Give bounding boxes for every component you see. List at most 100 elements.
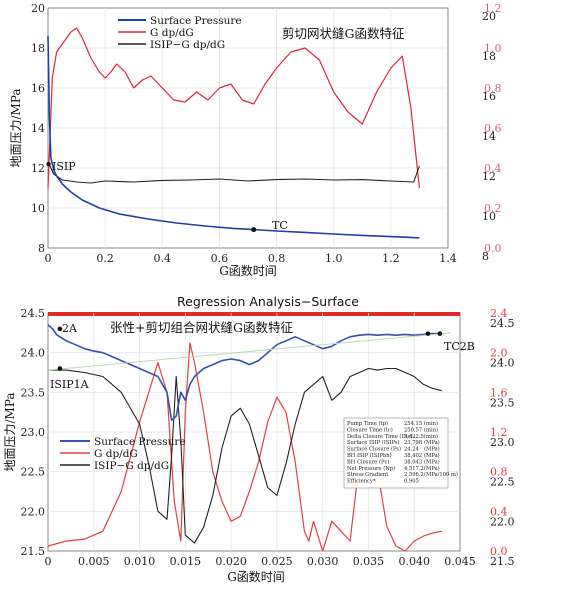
top-x-tick-labels: 0 0.2 0.4 0.6 0.8 1.0 1.2 1.4 (45, 252, 457, 265)
y-tick-label: 23.5 (21, 386, 46, 399)
bottom-legend-gdpdg: G dp/dG (94, 448, 138, 460)
bottom-chart: Regression Analysis−Surface 0 0.005 0.010 0… (3, 294, 515, 584)
stats-unit: (MPa) (424, 465, 440, 472)
y3-tick-label: 14 (482, 130, 496, 143)
bottom-isip1a-annotation: ISIP1A (50, 378, 90, 391)
stats-value: 4,517.2 (404, 466, 424, 472)
y3-tick-label: 16 (482, 90, 496, 103)
y-tick-label: 22.0 (21, 505, 46, 518)
x-tick-label: 0.020 (215, 555, 247, 568)
series-line-g-dp-dg (47, 27, 420, 189)
x-tick-label: 0.8 (268, 252, 286, 265)
bottom-legend: Surface Pressure G dp/dG ISIP−G dp/dG (60, 436, 186, 472)
y3-tick-label: 23.0 (490, 436, 515, 449)
y-tick-label: 21.5 (21, 545, 46, 558)
stats-value: 254.15 (404, 421, 422, 427)
y2-tick-label: 1.2 (490, 426, 508, 439)
series-line-g-dp-dg (47, 342, 442, 552)
bottom-y3-tick-labels: 21.5 22.0 22.5 23.0 23.5 24.0 24.5 (490, 317, 515, 568)
bottom-fit-line (47, 332, 451, 371)
stats-value: 2,596.2 (404, 472, 424, 478)
stats-value: 38,402 (404, 453, 422, 459)
bottom-y2-tick-labels: 0.0 0.4 0.8 1.2 1.6 2.0 2.4 (490, 307, 508, 558)
x-tick-label: 1.2 (382, 252, 400, 265)
stats-value: 3,422.5 (404, 434, 424, 440)
stats-label: BH Closure (Pc) (347, 458, 389, 465)
y-tick-label: 24.0 (21, 347, 46, 360)
stats-unit: (MPa) (424, 439, 440, 446)
x-tick-label: 0.035 (353, 555, 385, 568)
top-y3-tick-labels: 8 10 12 14 16 18 20 (482, 10, 496, 263)
top-isip-marker (46, 161, 51, 167)
bottom-tc2b-marker (437, 331, 443, 336)
y2-tick-label: 0.8 (484, 82, 502, 95)
x-tick-label: 0.005 (78, 555, 110, 568)
y3-tick-label: 8 (482, 250, 489, 263)
y3-tick-label: 12 (482, 170, 496, 183)
y3-tick-label: 10 (482, 210, 496, 223)
x-tick-label: 0.030 (307, 555, 339, 568)
y-tick-label: 22.5 (21, 466, 46, 479)
y2-tick-label: 0.4 (490, 505, 508, 518)
stats-label: Closure Time (tc) (347, 426, 393, 433)
stats-label: Surface Closure (Ps) (347, 446, 401, 453)
y3-tick-label: 22.5 (490, 476, 515, 489)
stats-value: 250.57 (404, 427, 422, 433)
bottom-chart-subtitle: 张性+剪切组合网状缝G函数特征 (110, 320, 293, 335)
y-tick-label: 10 (31, 202, 45, 215)
bottom-2a-annotation: 2A (62, 322, 78, 335)
stats-label: Delta Closure Time (Dtc) (347, 433, 413, 440)
bottom-tc2b-marker (425, 331, 431, 336)
stats-value: 0,905 (404, 479, 419, 485)
stats-value: 24.24 (404, 447, 420, 453)
series-line-isip-g-dp-dg (48, 367, 442, 544)
y2-tick-label: 0.2 (484, 202, 502, 215)
top-legend-pressure: Surface Pressure (150, 15, 242, 27)
x-tick-label: 0.040 (398, 555, 430, 568)
y2-tick-label: 1.0 (484, 42, 502, 55)
y2-tick-label: 1.6 (490, 386, 508, 399)
stats-unit: (min) (424, 420, 438, 427)
stats-unit: (MPa) (424, 458, 440, 465)
series-line-isip-g-dp-dg (47, 161, 420, 184)
bottom-top-red-band (48, 312, 460, 316)
top-chart: 0 0.2 0.4 0.6 0.8 1.0 1.2 1.4 8 10 12 14 16 18 20 0.0… (9, 2, 502, 278)
x-tick-label: 0.2 (96, 252, 114, 265)
stats-value: 38,043 (404, 459, 422, 465)
x-tick-label: 0.045 (444, 555, 476, 568)
y-tick-label: 23.0 (21, 426, 46, 439)
stats-value: 23,798 (404, 440, 422, 446)
x-tick-label: 0.015 (170, 555, 202, 568)
y3-tick-label: 24.5 (490, 317, 515, 330)
x-tick-label: 0.4 (154, 252, 172, 265)
top-tc-annotation: TC (272, 219, 288, 232)
bottom-y-tick-labels: 21.5 22.0 22.5 23.0 23.5 24.0 24.5 (21, 307, 46, 558)
stats-label: Stress Gradient (347, 472, 389, 478)
bottom-stats-box: Pump Time (tp) 254.15 (min) Closure Time (t… (343, 417, 458, 489)
bottom-series (47, 324, 451, 552)
top-legend: Surface Pressure G dp/dG ISIP−G dp/dG (118, 15, 242, 51)
y2-tick-label: 0.6 (484, 122, 502, 135)
y2-tick-label: 1.2 (484, 2, 502, 15)
x-tick-label: 0.025 (261, 555, 293, 568)
y-tick-label: 20 (31, 2, 45, 15)
stats-box-frame (343, 417, 449, 489)
top-x-axis-label: G函数时间 (219, 263, 277, 278)
top-y-tick-labels: 8 10 12 14 16 18 20 (31, 2, 45, 255)
x-tick-label: 1.4 (439, 252, 457, 265)
stats-unit: (MPa/100 m) (424, 471, 458, 478)
x-tick-label: 0.010 (124, 555, 156, 568)
top-chart-title: 剪切网状缝G函数特征 (282, 26, 405, 41)
stats-unit: (MPa) (424, 452, 440, 459)
y-tick-label: 8 (38, 242, 45, 255)
stats-label: BH ISIP (ISIPbh) (347, 452, 392, 459)
stats-unit: (min) (424, 433, 438, 440)
x-tick-label: 0 (45, 252, 52, 265)
y2-tick-label: 0.0 (484, 242, 502, 255)
y2-tick-label: 0.8 (490, 466, 508, 479)
bottom-x-tick-labels: 0 0.005 0.010 0.015 0.020 0.025 0.030 0.035 0.04… (45, 555, 476, 568)
top-y-axis-label: 地面压力/MPa (9, 88, 23, 167)
x-tick-label: 1.0 (325, 252, 343, 265)
bottom-tc2b-annotation: TC2B (444, 340, 475, 353)
stats-unit: (min) (424, 426, 438, 433)
